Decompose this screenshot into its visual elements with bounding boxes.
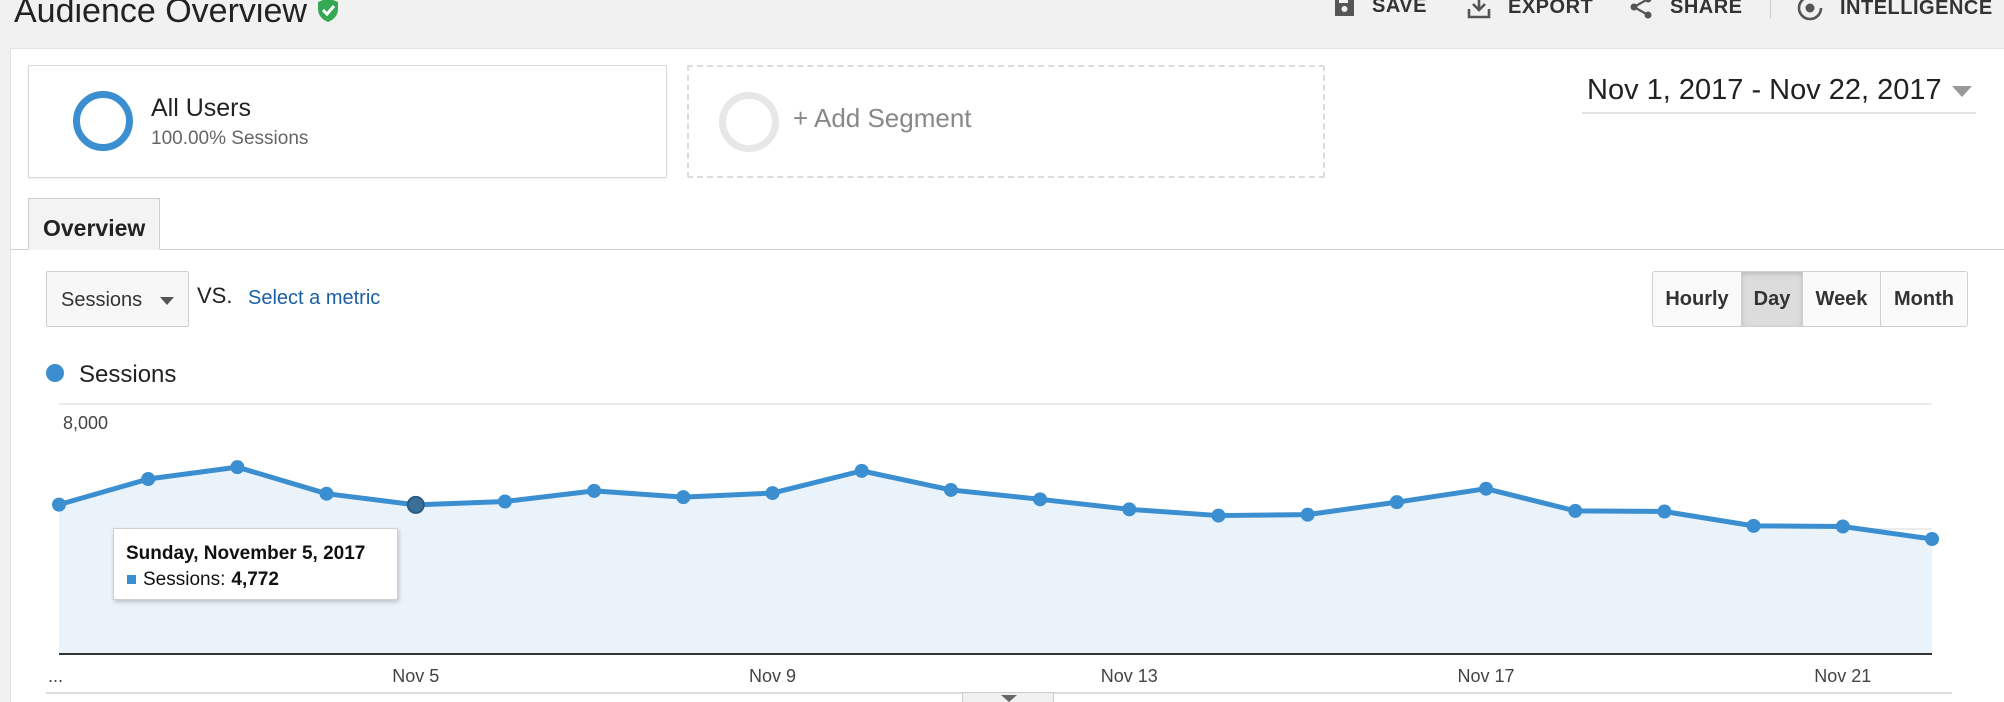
tooltip-date: Sunday, November 5, 2017 (126, 543, 366, 564)
vs-label: VS. (197, 283, 233, 308)
export-button[interactable]: EXPORT (1466, 0, 1593, 20)
page-title: Audience Overview (14, 0, 307, 30)
data-point-12 (1122, 502, 1137, 517)
data-point-8 (765, 486, 780, 501)
add-segment-label: + Add Segment (793, 103, 972, 133)
chevron-down-icon (1952, 86, 1972, 97)
report-toolbar: SAVE EXPORT SHARE INTELLIGENCE (0, 0, 2004, 24)
tooltip-metric: Sessions: (143, 569, 226, 590)
chart-expand-handle[interactable] (962, 692, 1054, 702)
sessions-area (59, 467, 1932, 654)
data-point-14 (1300, 507, 1315, 522)
data-point-19 (1746, 518, 1761, 533)
tab-overview[interactable]: Overview (28, 198, 160, 250)
toolbar-divider (1770, 0, 1771, 18)
x-tick-label-1: Nov 5 (392, 666, 439, 686)
chevron-down-icon (160, 297, 174, 305)
segment-name: All Users (151, 94, 252, 122)
date-range-text: Nov 1, 2017 - Nov 22, 2017 (1587, 74, 1942, 106)
data-point-20 (1835, 519, 1850, 534)
x-tick-label-4: Nov 17 (1458, 666, 1515, 686)
tab-strip-border (10, 249, 2004, 250)
data-point-13 (1211, 508, 1226, 523)
data-point-18 (1657, 504, 1672, 519)
tooltip-value: 4,772 (231, 569, 279, 590)
data-point-9 (854, 463, 869, 478)
x-tick-label-2: Nov 9 (749, 666, 796, 686)
granularity-day-button[interactable]: Day (1741, 272, 1802, 326)
segment-detail: 100.00% Sessions (151, 128, 309, 149)
segment-all-users[interactable]: All Users 100.00% Sessions (28, 65, 667, 178)
x-tick-label-0: ... (48, 666, 63, 686)
share-label: SHARE (1670, 0, 1743, 18)
select-metric-link[interactable]: Select a metric (248, 287, 381, 309)
intelligence-icon (1797, 0, 1823, 21)
data-point-0 (52, 497, 66, 512)
data-point-1 (141, 472, 156, 486)
data-point-16 (1479, 481, 1494, 496)
granularity-week-button[interactable]: Week (1802, 272, 1880, 326)
intelligence-label: INTELLIGENCE (1840, 0, 1993, 19)
empty-segment-icon (719, 92, 779, 152)
export-icon (1467, 0, 1491, 19)
intelligence-button[interactable]: INTELLIGENCE (1796, 0, 1993, 22)
data-point-6 (587, 483, 602, 498)
granularity-hourly-button[interactable]: Hourly (1653, 272, 1741, 326)
sessions-line (58, 464, 1933, 542)
metric-select-value: Sessions (61, 289, 143, 311)
save-icon (1335, 0, 1354, 16)
share-icon (1630, 0, 1652, 19)
tooltip-swatch (127, 575, 136, 584)
data-point-17 (1568, 503, 1583, 518)
legend-label: Sessions (79, 361, 177, 388)
metric-select[interactable]: Sessions (46, 271, 189, 327)
legend-swatch (46, 364, 64, 382)
x-tick-label-5: Nov 21 (1814, 666, 1871, 686)
data-point-2 (230, 460, 245, 475)
verified-shield-icon (318, 0, 338, 22)
tooltip-line: Sessions: 4,772 (143, 569, 279, 591)
x-tick-label-3: Nov 13 (1101, 666, 1158, 686)
share-button[interactable]: SHARE (1628, 0, 1743, 20)
data-point-4 (406, 495, 425, 514)
granularity-toggle: Hourly Day Week Month (1652, 271, 1968, 327)
data-point-7 (676, 490, 691, 505)
data-point-3 (319, 486, 334, 501)
data-point-21 (1925, 532, 1939, 546)
y-tick-label-0: 8,000 (63, 413, 108, 433)
chart-tooltip: Sunday, November 5, 2017 Sessions: 4,772 (113, 528, 398, 600)
data-point-15 (1389, 495, 1404, 510)
data-point-5 (497, 494, 512, 509)
date-range-picker[interactable]: Nov 1, 2017 - Nov 22, 2017 (1582, 70, 1976, 114)
save-button[interactable]: SAVE (1332, 0, 1427, 18)
save-label: SAVE (1372, 0, 1427, 17)
granularity-month-button[interactable]: Month (1880, 272, 1967, 326)
segment-donut-icon (73, 91, 133, 151)
export-label: EXPORT (1508, 0, 1594, 18)
data-point-11 (1033, 492, 1048, 507)
data-point-10 (943, 482, 958, 497)
add-segment-button[interactable]: + Add Segment (687, 65, 1325, 178)
